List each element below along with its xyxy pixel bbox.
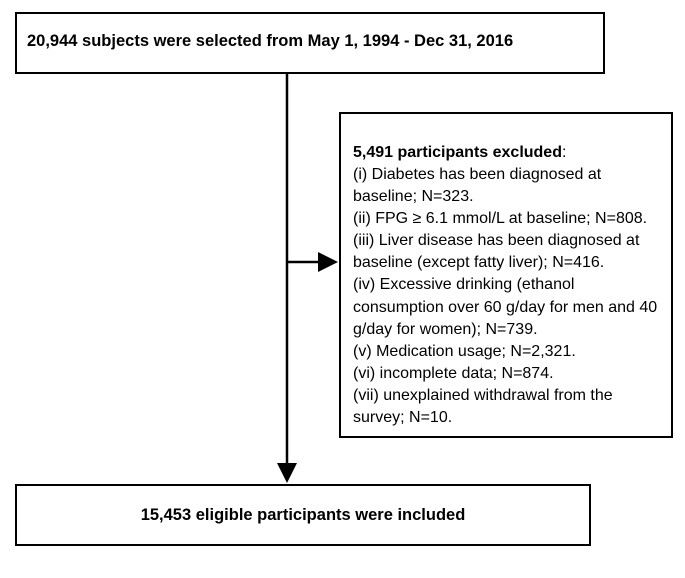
exclusion-line-3: (iii) Liver disease has been diagnosed a… [353,232,639,271]
exclusion-header: 5,491 participants excluded [353,144,562,161]
exclusion-line-1: (i) Diabetes has been diagnosed at basel… [353,166,601,205]
exclusion-line-5: (v) Medication usage; N=2,321. [353,343,576,360]
exclusion-line-4: (iv) Excessive drinking (ethanol consump… [353,276,657,337]
bottom-box: 15,453 eligible participants were includ… [15,484,591,546]
exclusion-line-6: (vi) incomplete data; N=874. [353,365,554,382]
exclusion-line-7: (vii) unexplained withdrawal from the su… [353,387,613,426]
exclusion-text: 5,491 participants excluded: (i) Diabete… [353,142,659,429]
top-box-text: 20,944 subjects were selected from May 1… [27,32,513,50]
bottom-box-text: 15,453 eligible participants were includ… [141,506,466,524]
exclusion-box: 5,491 participants excluded: (i) Diabete… [339,112,673,438]
top-box: 20,944 subjects were selected from May 1… [15,12,605,74]
exclusion-line-2: (ii) FPG ≥ 6.1 mmol/L at baseline; N=808… [353,210,647,227]
